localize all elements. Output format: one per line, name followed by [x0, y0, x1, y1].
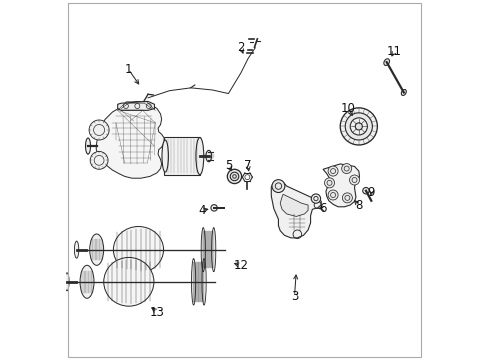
Text: 5: 5: [224, 159, 232, 172]
Circle shape: [311, 194, 320, 203]
Ellipse shape: [89, 234, 103, 265]
Ellipse shape: [85, 138, 90, 154]
Circle shape: [89, 120, 109, 140]
Ellipse shape: [65, 273, 69, 291]
Circle shape: [340, 108, 377, 145]
Polygon shape: [118, 102, 154, 111]
Circle shape: [327, 166, 337, 176]
Text: 11: 11: [386, 45, 401, 58]
Ellipse shape: [103, 257, 154, 306]
Text: 6: 6: [319, 202, 326, 215]
Polygon shape: [96, 102, 164, 178]
Ellipse shape: [74, 241, 79, 258]
Circle shape: [327, 190, 337, 200]
Ellipse shape: [401, 90, 406, 95]
Ellipse shape: [196, 138, 203, 175]
Ellipse shape: [80, 265, 94, 298]
Circle shape: [341, 163, 351, 174]
Bar: [164, 138, 200, 175]
Text: 2: 2: [237, 41, 244, 54]
Circle shape: [227, 169, 241, 184]
Ellipse shape: [383, 59, 388, 66]
Ellipse shape: [205, 150, 211, 162]
Circle shape: [362, 188, 368, 194]
Circle shape: [342, 193, 352, 203]
Text: 12: 12: [233, 259, 248, 272]
Circle shape: [349, 118, 366, 135]
Text: 9: 9: [367, 186, 374, 199]
Polygon shape: [323, 164, 359, 207]
Ellipse shape: [113, 226, 163, 273]
Circle shape: [345, 113, 372, 140]
Text: 13: 13: [149, 306, 164, 319]
Circle shape: [349, 175, 359, 185]
Circle shape: [90, 152, 108, 169]
Circle shape: [230, 172, 238, 181]
Text: 4: 4: [198, 204, 205, 217]
Polygon shape: [271, 182, 321, 238]
Text: 8: 8: [354, 198, 362, 212]
Text: 3: 3: [290, 289, 298, 303]
Text: 1: 1: [124, 63, 132, 76]
Ellipse shape: [162, 140, 168, 172]
Circle shape: [271, 180, 285, 193]
Circle shape: [210, 204, 217, 211]
Polygon shape: [280, 194, 307, 216]
Text: 7: 7: [244, 159, 251, 172]
Circle shape: [354, 123, 362, 130]
Circle shape: [324, 178, 334, 188]
Text: 10: 10: [340, 102, 355, 115]
